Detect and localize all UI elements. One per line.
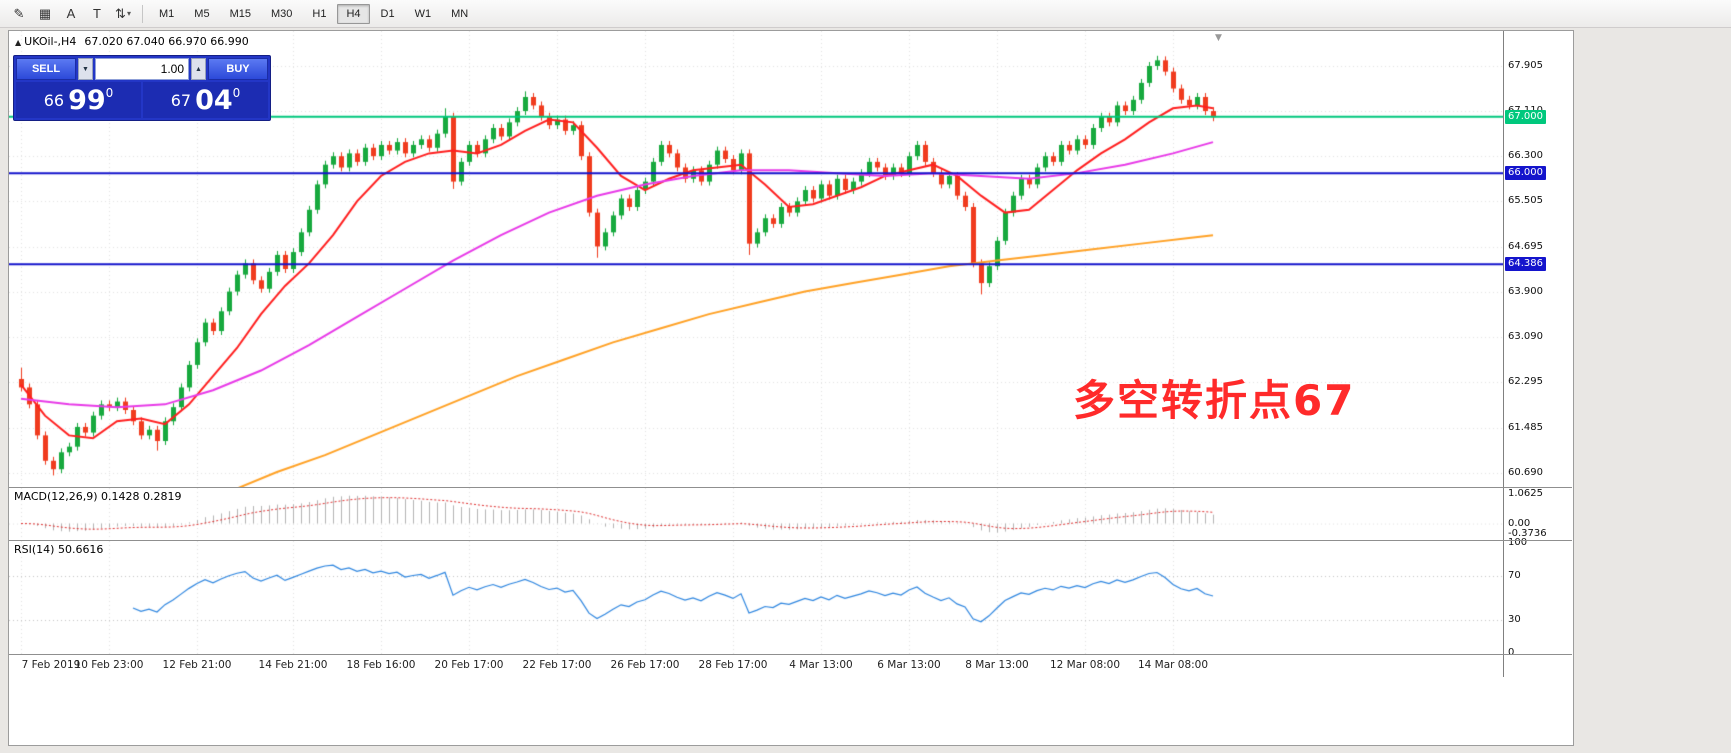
sell-price-pips: 99 bbox=[68, 84, 106, 116]
timeframe-button-m1[interactable]: M1 bbox=[150, 4, 183, 24]
buy-price-main: 67 bbox=[170, 90, 192, 110]
buy-price-pips: 04 bbox=[195, 84, 233, 116]
time-axis-label: 10 Feb 23:00 bbox=[74, 659, 144, 671]
macd-indicator-canvas[interactable] bbox=[9, 488, 1503, 540]
time-axis-label: 8 Mar 13:00 bbox=[965, 659, 1029, 671]
timeframe-button-w1[interactable]: W1 bbox=[406, 4, 441, 24]
symbol-icon: ▲ bbox=[15, 38, 22, 47]
buy-price-display[interactable]: 67 04 0 bbox=[143, 82, 268, 118]
time-axis-label: 7 Feb 2019 bbox=[21, 659, 81, 671]
price-axis-label: 63.090 bbox=[1508, 331, 1543, 343]
time-axis-label: 26 Feb 17:00 bbox=[610, 659, 680, 671]
toolbar-separator bbox=[142, 4, 143, 23]
time-axis-label: 14 Feb 21:00 bbox=[258, 659, 328, 671]
line-studies-tool-icon[interactable]: ✎ bbox=[6, 3, 32, 25]
rsi-scale-label: 0 bbox=[1508, 647, 1515, 658]
time-axis-label: 22 Feb 17:00 bbox=[522, 659, 592, 671]
chart-window: ▲ UKOil-,H4 67.020 67.040 66.970 66.990 SE… bbox=[8, 30, 1574, 746]
text-tool-icon[interactable]: A bbox=[58, 3, 84, 25]
sell-button[interactable]: SELL bbox=[16, 58, 76, 80]
drawing-tools-group: ✎ ▦ A T ⇅ ▾ bbox=[6, 3, 136, 25]
volume-dropdown-button[interactable]: ▼ bbox=[78, 58, 93, 80]
chart-title: ▲ UKOil-,H4 67.020 67.040 66.970 66.990 bbox=[15, 35, 249, 48]
chart-annotation: 多空转折点67 bbox=[1073, 376, 1356, 425]
rsi-scale-label: 70 bbox=[1508, 570, 1521, 581]
macd-label: MACD(12,26,9) 0.1428 0.2819 bbox=[14, 490, 182, 503]
rsi-indicator-canvas[interactable] bbox=[9, 541, 1503, 654]
buy-button[interactable]: BUY bbox=[208, 58, 268, 80]
timeframe-button-m15[interactable]: M15 bbox=[221, 4, 260, 24]
time-axis-label: 28 Feb 17:00 bbox=[698, 659, 768, 671]
timeframe-button-d1[interactable]: D1 bbox=[372, 4, 404, 24]
time-axis[interactable]: 7 Feb 2019 10 Feb 23:00 12 Feb 21:00 14 Feb… bbox=[9, 655, 1503, 677]
price-line-badge: 66.000 bbox=[1505, 166, 1546, 181]
rsi-scale-label: 30 bbox=[1508, 614, 1521, 625]
timeframe-button-m30[interactable]: M30 bbox=[262, 4, 301, 24]
macd-scale-label: 1.0625 bbox=[1508, 487, 1543, 499]
price-axis[interactable]: 67.90567.11066.30065.50564.69563.90063.0… bbox=[1503, 31, 1573, 677]
grid-tool-icon[interactable]: ▦ bbox=[32, 3, 58, 25]
timeframe-button-h4[interactable]: H4 bbox=[337, 3, 370, 24]
time-axis-label: 14 Mar 08:00 bbox=[1137, 659, 1209, 671]
arrows-tool-icon[interactable]: ⇅ ▾ bbox=[110, 3, 136, 25]
time-axis-label: 20 Feb 17:00 bbox=[434, 659, 504, 671]
text-label-tool-icon[interactable]: T bbox=[84, 3, 110, 25]
sell-price-display[interactable]: 66 99 0 bbox=[16, 82, 141, 118]
price-axis-label: 67.905 bbox=[1508, 59, 1543, 71]
chevron-up-icon: ▲ bbox=[195, 65, 202, 73]
price-axis-label: 64.695 bbox=[1508, 240, 1543, 252]
time-axis-label: 12 Mar 08:00 bbox=[1049, 659, 1121, 671]
price-axis-label: 60.690 bbox=[1508, 466, 1543, 478]
sell-price-main: 66 bbox=[43, 90, 65, 110]
macd-scale-label: -0.3736 bbox=[1508, 527, 1547, 539]
price-line-badge: 67.000 bbox=[1505, 109, 1546, 124]
chevron-down-icon: ▼ bbox=[82, 65, 89, 73]
time-axis-label: 18 Feb 16:00 bbox=[346, 659, 416, 671]
time-axis-label: 12 Feb 21:00 bbox=[162, 659, 232, 671]
time-axis-label: 6 Mar 13:00 bbox=[877, 659, 941, 671]
macd-panel-divider[interactable] bbox=[9, 487, 1572, 488]
rsi-scale-label: 100 bbox=[1508, 537, 1528, 548]
volume-increase-button[interactable]: ▲ bbox=[191, 58, 206, 80]
timeframe-buttons-group: M1 M5 M15 M30 H1 H4 D1 W1 MN bbox=[149, 3, 478, 24]
buy-price-sup: 0 bbox=[232, 86, 241, 100]
timeframe-button-mn[interactable]: MN bbox=[442, 4, 477, 24]
price-axis-label: 61.485 bbox=[1508, 421, 1543, 433]
chart-shift-marker-icon[interactable]: ▼ bbox=[1215, 33, 1222, 43]
volume-input[interactable] bbox=[95, 58, 189, 80]
time-axis-divider bbox=[9, 654, 1572, 655]
price-axis-label: 65.505 bbox=[1508, 195, 1543, 207]
top-toolbar: ✎ ▦ A T ⇅ ▾ M1 M5 M15 M30 H1 H4 D1 W1 MN bbox=[0, 0, 1731, 28]
ohlc-readout: 67.020 67.040 66.970 66.990 bbox=[84, 35, 249, 48]
sell-price-sup: 0 bbox=[105, 86, 114, 100]
price-axis-label: 62.295 bbox=[1508, 376, 1543, 388]
symbol-label: UKOil-,H4 bbox=[24, 35, 77, 48]
timeframe-button-h1[interactable]: H1 bbox=[303, 4, 335, 24]
price-line-badge: 64.386 bbox=[1505, 257, 1546, 272]
timeframe-button-m5[interactable]: M5 bbox=[185, 4, 218, 24]
price-axis-label: 66.300 bbox=[1508, 150, 1543, 162]
rsi-label: RSI(14) 50.6616 bbox=[14, 543, 104, 556]
macd-scale-label: 0.00 bbox=[1508, 517, 1531, 529]
time-axis-label: 4 Mar 13:00 bbox=[789, 659, 853, 671]
rsi-panel-divider[interactable] bbox=[9, 540, 1572, 541]
price-axis-label: 63.900 bbox=[1508, 285, 1543, 297]
